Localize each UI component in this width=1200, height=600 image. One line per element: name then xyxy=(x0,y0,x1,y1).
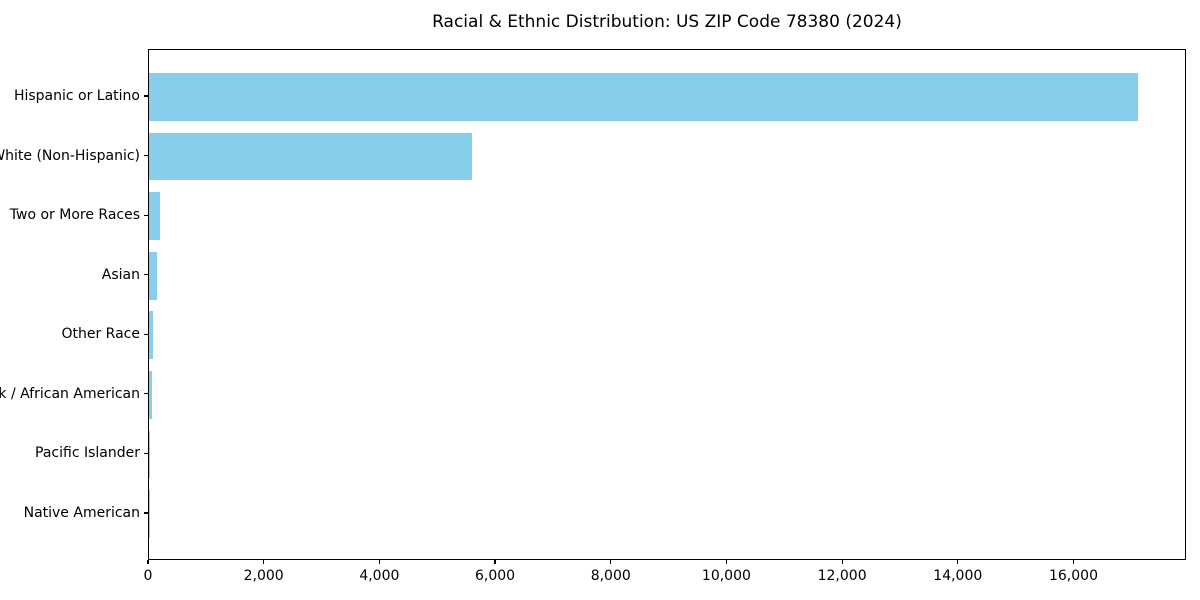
bar xyxy=(149,251,158,300)
bar xyxy=(149,192,160,240)
x-tick-label: 0 xyxy=(143,568,153,584)
x-tick-label: 16,000 xyxy=(1048,568,1098,584)
y-tick-mark xyxy=(144,214,148,216)
category-label: Pacific Islander xyxy=(35,445,140,462)
category-label: Black / African American xyxy=(0,385,140,402)
x-tick-label: 8,000 xyxy=(590,568,631,584)
x-tick-label: 6,000 xyxy=(475,568,516,584)
x-tick-label: 2,000 xyxy=(243,568,284,584)
x-tick-mark xyxy=(263,560,265,564)
x-tick-label: 4,000 xyxy=(359,568,400,584)
x-tick-mark xyxy=(841,560,843,564)
y-tick-mark xyxy=(144,393,148,395)
category-label: Other Race xyxy=(61,326,140,343)
category-label: Asian xyxy=(101,266,140,283)
bar xyxy=(149,311,154,360)
bar xyxy=(149,430,150,479)
category-label: Hispanic or Latino xyxy=(13,88,140,105)
x-tick-label: 14,000 xyxy=(933,568,983,584)
x-tick-mark xyxy=(725,560,728,564)
y-tick-mark xyxy=(144,155,148,157)
x-tick-mark xyxy=(378,560,380,564)
category-label: White (Non-Hispanic) xyxy=(0,147,140,164)
x-tick-mark xyxy=(494,560,496,564)
y-tick-mark xyxy=(144,512,148,514)
x-tick-mark xyxy=(147,560,149,564)
category-label: Two or More Races xyxy=(9,207,140,224)
y-tick-mark xyxy=(144,274,148,276)
chart-title: Racial & Ethnic Distribution: US ZIP Cod… xyxy=(432,12,902,32)
x-tick-mark xyxy=(1072,560,1075,564)
category-label: Native American xyxy=(23,504,140,521)
y-tick-mark xyxy=(144,452,148,454)
bar xyxy=(149,132,472,181)
y-tick-mark xyxy=(144,333,148,335)
x-tick-mark xyxy=(610,560,612,564)
plot-area xyxy=(148,49,1186,560)
y-tick-mark xyxy=(144,95,148,97)
x-tick-label: 10,000 xyxy=(701,568,751,584)
x-tick-mark xyxy=(957,560,959,564)
bar xyxy=(149,73,1138,121)
x-tick-label: 12,000 xyxy=(817,568,867,584)
bar xyxy=(149,371,152,419)
